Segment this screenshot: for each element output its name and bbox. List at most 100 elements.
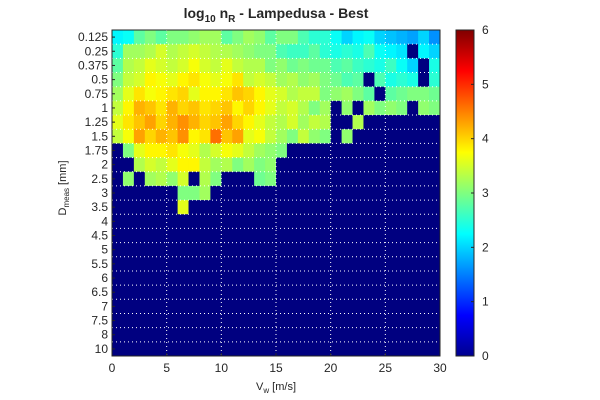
heatmap-cell: [243, 143, 255, 158]
heatmap-cell: [254, 58, 266, 73]
heatmap-cell: [210, 313, 222, 329]
heatmap-cell: [144, 256, 157, 272]
heatmap-cell: [429, 115, 441, 130]
heatmap-cells: [112, 30, 441, 356]
heatmap-cell: [133, 30, 146, 45]
heatmap-cell: [166, 285, 178, 300]
heatmap-cell: [133, 270, 146, 286]
heatmap-cell: [232, 200, 244, 215]
heatmap-cell: [133, 299, 146, 314]
heatmap-cell: [297, 313, 310, 329]
heatmap-cell: [297, 72, 310, 88]
heatmap-cell: [133, 242, 146, 258]
heatmap-cell: [155, 327, 168, 343]
heatmap-cell: [188, 214, 200, 229]
heatmap-cell: [166, 299, 178, 314]
heatmap-cell: [177, 115, 189, 130]
heatmap-cell: [418, 327, 430, 343]
heatmap-cell: [363, 100, 375, 116]
heatmap-cell: [286, 129, 299, 144]
heatmap-cell: [265, 86, 277, 102]
y-tick-label: 5.5: [91, 257, 108, 271]
heatmap-cell: [286, 30, 299, 45]
heatmap-cell: [363, 171, 375, 187]
heatmap-cell: [144, 327, 157, 343]
heatmap-cell: [341, 242, 353, 258]
heatmap-cell: [429, 228, 441, 243]
heatmap-cell: [276, 129, 288, 144]
heatmap-cell: [177, 313, 189, 329]
heatmap-cell: [221, 228, 233, 243]
heatmap-cell: [363, 58, 375, 73]
heatmap-cell: [265, 299, 277, 314]
y-tick-label: 3.5: [91, 200, 108, 214]
heatmap-cell: [155, 86, 168, 102]
heatmap-cell: [319, 228, 332, 243]
heatmap-cell: [286, 72, 299, 88]
heatmap-cell: [133, 171, 146, 187]
heatmap-cell: [286, 44, 299, 59]
heatmap-cell: [254, 86, 266, 102]
heatmap-cell: [221, 129, 233, 144]
heatmap-cell: [144, 129, 157, 144]
y-tick-label: 0.375: [78, 58, 108, 72]
heatmap-cell: [133, 185, 146, 201]
y-tick-label: 1: [101, 101, 108, 115]
heatmap-cell: [308, 100, 321, 116]
heatmap-cell: [188, 100, 200, 116]
heatmap-cell: [166, 171, 178, 187]
heatmap-cell: [429, 44, 441, 59]
heatmap-cell: [276, 44, 288, 59]
heatmap-cell: [210, 143, 222, 158]
heatmap-cell: [144, 115, 157, 130]
heatmap-cell: [407, 228, 419, 243]
heatmap-cell: [374, 157, 386, 173]
heatmap-cell: [319, 285, 332, 300]
heatmap-cell: [319, 72, 332, 88]
heatmap-cell: [385, 214, 397, 229]
heatmap-cell: [210, 30, 222, 45]
heatmap-cell: [341, 44, 353, 59]
heatmap-cell: [199, 157, 211, 173]
heatmap-cell: [144, 44, 157, 59]
heatmap-cell: [166, 86, 178, 102]
heatmap-cell: [418, 185, 430, 201]
heatmap-cell: [243, 228, 255, 243]
heatmap-cell: [144, 228, 157, 243]
heatmap-cell: [418, 313, 430, 329]
heatmap-cell: [276, 185, 288, 201]
y-tick-label: 1.25: [85, 115, 109, 129]
heatmap-cell: [155, 30, 168, 45]
heatmap-cell: [133, 100, 146, 116]
heatmap-cell: [221, 171, 233, 187]
heatmap-cell: [297, 44, 310, 59]
heatmap-cell: [407, 256, 419, 272]
heatmap-cell: [188, 115, 200, 130]
heatmap-cell: [265, 30, 277, 45]
heatmap-cell: [341, 200, 353, 215]
heatmap-cell: [122, 72, 135, 88]
heatmap-cell: [243, 299, 255, 314]
heatmap-cell: [265, 270, 277, 286]
heatmap-cell: [254, 313, 266, 329]
heatmap-cell: [396, 214, 408, 229]
heatmap-cell: [286, 256, 299, 272]
heatmap-cell: [232, 171, 244, 187]
heatmap-cell: [363, 157, 375, 173]
heatmap-cell: [341, 129, 353, 144]
heatmap-cell: [363, 200, 375, 215]
heatmap-cell: [155, 313, 168, 329]
heatmap-cell: [352, 285, 364, 300]
heatmap-cell: [297, 299, 310, 314]
heatmap-cell: [166, 100, 178, 116]
heatmap-cell: [418, 129, 430, 144]
heatmap-cell: [166, 270, 178, 286]
heatmap-cell: [341, 171, 353, 187]
heatmap-cell: [418, 299, 430, 314]
heatmap-cell: [112, 115, 124, 130]
heatmap-cell: [265, 143, 277, 158]
heatmap-cell: [166, 313, 178, 329]
heatmap-cell: [276, 200, 288, 215]
y-tick-label: 10: [95, 342, 109, 356]
heatmap-cell: [407, 100, 419, 116]
